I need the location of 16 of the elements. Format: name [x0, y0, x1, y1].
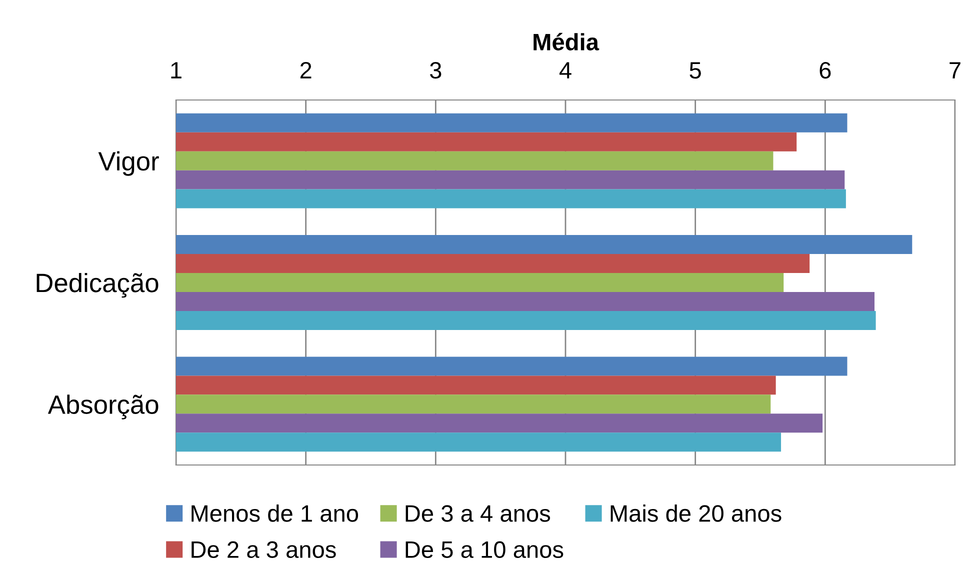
x-tick-label: 4 [559, 62, 572, 78]
x-axis-title: Média [534, 32, 600, 50]
legend-label: Menos de 1 ano [192, 504, 358, 522]
legend-label: De 5 a 10 anos [406, 541, 564, 558]
legend-label: De 3 a 4 anos [406, 505, 550, 522]
legend-label: Mais de 20 anos [610, 504, 782, 522]
x-tick-label: 5 [690, 62, 701, 79]
y-tick-label: Dedicação [36, 272, 158, 298]
x-tick-label: 2 [300, 62, 312, 78]
x-tick-label: 7 [950, 62, 960, 78]
y-tick-label: Vigor [98, 151, 159, 176]
x-tick-label: 6 [820, 62, 831, 79]
legend-label: De 2 a 3 anos [192, 541, 336, 558]
x-tick-label: 1 [171, 62, 182, 78]
x-tick-label: 3 [430, 62, 442, 79]
y-tick-label: Absorção [48, 394, 158, 420]
